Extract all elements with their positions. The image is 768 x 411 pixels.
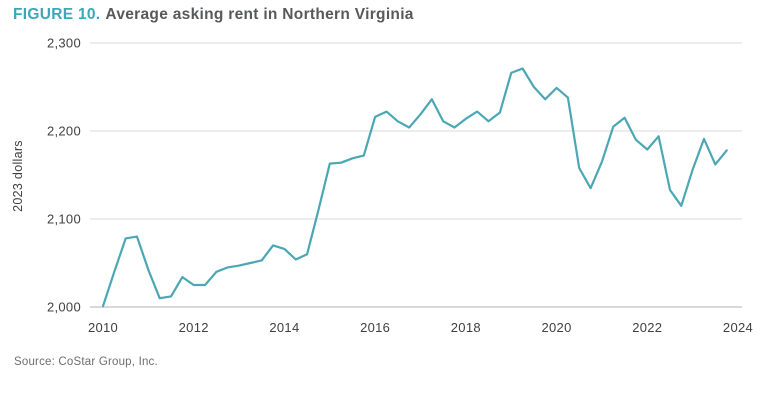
- y-tick-label-2300: 2,300: [47, 36, 81, 51]
- y-axis-title: 2023 dollars: [11, 140, 25, 212]
- y-tick-label-2000: 2,000: [47, 300, 81, 315]
- x-tick-label-2016: 2016: [360, 320, 390, 335]
- x-tick-label-2022: 2022: [632, 320, 662, 335]
- y-tick-label-2200: 2,200: [47, 124, 81, 139]
- figure-title: FIGURE 10. Average asking rent in Norther…: [13, 6, 414, 24]
- x-tick-label-2018: 2018: [451, 320, 481, 335]
- rent-data-line: [101, 67, 728, 308]
- figure-title-text: Average asking rent in Northern Virginia: [105, 6, 414, 23]
- x-tick-label-2012: 2012: [179, 320, 209, 335]
- x-tick-label-2010: 2010: [88, 320, 118, 335]
- y-tick-label-2100: 2,100: [47, 212, 81, 227]
- x-tick-label-2014: 2014: [269, 320, 299, 335]
- x-tick-label-2020: 2020: [542, 320, 572, 335]
- x-tick-label-2024: 2024: [723, 320, 753, 335]
- source-note: Source: CoStar Group, Inc.: [14, 356, 158, 368]
- figure-label: FIGURE 10.: [13, 6, 101, 23]
